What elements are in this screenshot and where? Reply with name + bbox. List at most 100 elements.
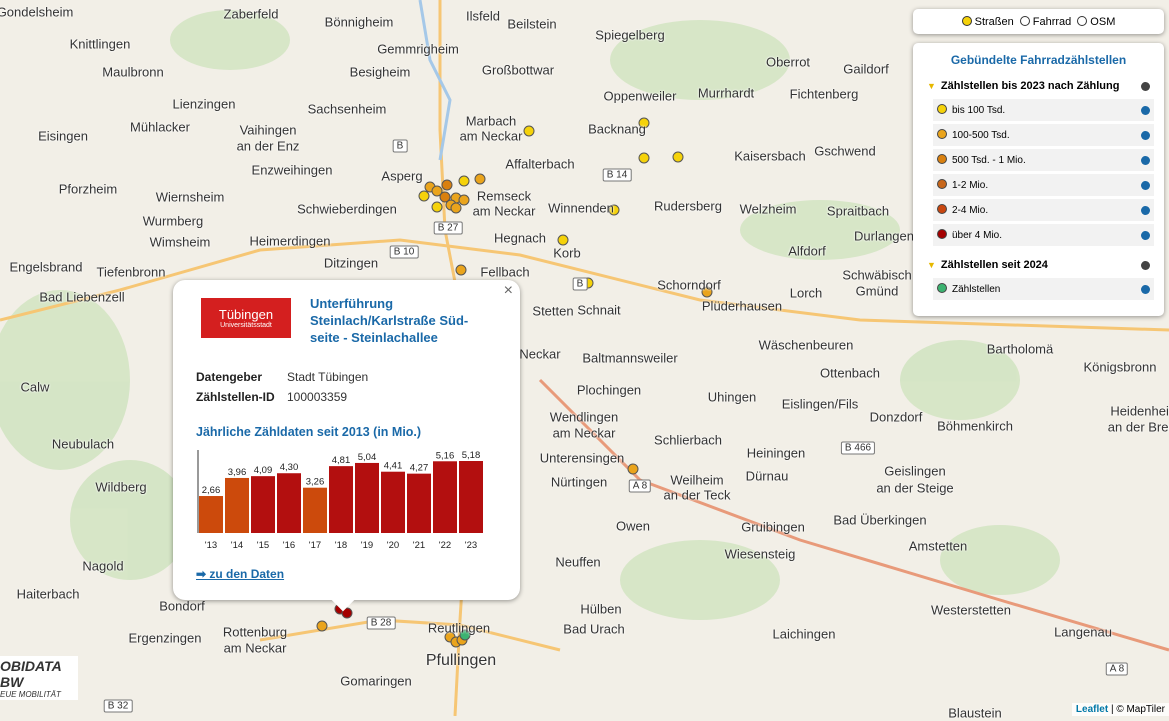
leaflet-link[interactable]: Leaflet (1075, 704, 1109, 715)
place-label: Eisingen (38, 128, 88, 144)
item: Zählstellen (937, 283, 1000, 295)
place-label: Neckar (519, 346, 561, 362)
place-label: Laichingen (772, 626, 836, 642)
place-label: Tiefenbronn (96, 264, 166, 280)
item-toggle[interactable] (1141, 230, 1150, 240)
place-label: Backnang (588, 121, 646, 137)
place-label: Wendlingen (549, 409, 619, 425)
forest (0, 10, 1060, 620)
place-label: Remseck (476, 188, 532, 204)
road-label: B 14 (602, 168, 632, 182)
group-label: ▼ Zählstellen seit 2024 (927, 259, 1048, 271)
legend-item: 100-500 Tsd. (933, 124, 1154, 146)
info-key: Datengeber (196, 370, 263, 384)
place-label: Westerstetten (931, 602, 1011, 618)
value-label: 4,27 (410, 463, 429, 474)
place-label: Neuffen (555, 554, 601, 570)
attribution: Leaflet | © MapTiler (1071, 703, 1169, 716)
city-logo: Tübingen Universitätsstadt (201, 298, 291, 338)
bar (303, 487, 327, 533)
x-tick-label: '16 (283, 540, 295, 551)
bar (407, 473, 431, 533)
layer-option[interactable]: Straßen (961, 15, 1014, 28)
place-label: Unterensingen (539, 450, 625, 466)
counter-marker (627, 463, 639, 475)
value-label: 4,09 (254, 465, 273, 476)
item: über 4 Mio. (937, 229, 1002, 241)
item: 100-500 Tsd. (937, 129, 1010, 141)
layer-control: Straßen Fahrrad OSM (913, 9, 1164, 34)
x-tick-label: '21 (413, 540, 425, 551)
place-label: Gaildorf (843, 61, 889, 77)
item-toggle[interactable] (1141, 130, 1150, 140)
group-toggle (1141, 81, 1150, 91)
counter-marker (418, 190, 430, 202)
place-label: Schorndorf (657, 277, 721, 293)
item-toggle[interactable] (1141, 180, 1150, 190)
road-label: B 28 (366, 616, 396, 630)
item-toggle[interactable] (1141, 284, 1150, 294)
counter-marker (431, 201, 443, 213)
value-label: 4,41 (384, 461, 403, 472)
legend-dot (937, 179, 947, 189)
item-label: über 4 Mio. (952, 230, 1003, 241)
place-label: Winnenden (548, 200, 614, 216)
place-label: Marbach (465, 113, 517, 129)
place-label: Schlierbach (654, 432, 722, 448)
layer-option[interactable]: Fahrrad (1019, 15, 1071, 28)
item-toggle[interactable] (1141, 155, 1150, 165)
group-label: ▼ Zählstellen bis 2023 nach Zählung (927, 80, 1119, 92)
data-link[interactable]: ➡ zu den Daten (196, 567, 285, 581)
place-label: Ottenbach (820, 365, 880, 381)
place-label: Gmünd (855, 283, 899, 299)
x-tick-label: '22 (439, 540, 451, 551)
legend-group: ▼ Zählstellen bis 2023 nach Zählung (927, 75, 1150, 97)
info-value: 100003359 (287, 390, 348, 404)
place-label: Alfdorf (788, 243, 826, 259)
place-label: Engelsbrand (9, 259, 83, 275)
item: 2-4 Mio. (937, 204, 988, 216)
logo-sub: EUE MOBILITÄT (0, 689, 61, 699)
bar (329, 466, 353, 533)
counter-marker (341, 607, 353, 619)
radio (1077, 15, 1088, 26)
toggle-icon: ▼ (927, 260, 936, 270)
counter-marker (638, 117, 650, 129)
value-label: 5,18 (462, 450, 481, 461)
chart-title: Jährliche Zähldaten seit 2013 (in Mio.) (196, 425, 422, 439)
group-name: Zählstellen bis 2023 nach Zählung (940, 80, 1120, 92)
road-label: A 8 (628, 479, 652, 493)
counter-marker (458, 175, 470, 187)
place-label: Haiterbach (16, 586, 80, 602)
place-label: Stetten (532, 303, 574, 319)
item-toggle[interactable] (1141, 105, 1150, 115)
legend-item: bis 100 Tsd. (933, 99, 1154, 121)
info-row: Datengeber Stadt Tübingen (196, 367, 368, 387)
legend-dot (937, 204, 947, 214)
place-label: Schwäbisch (842, 267, 912, 283)
close-button[interactable]: × (503, 282, 513, 299)
counter-marker (474, 173, 486, 185)
place-label: Bad Liebenzell (39, 289, 125, 305)
value-label: 4,30 (280, 462, 299, 473)
bar (433, 461, 457, 533)
place-label: Blaustein (948, 705, 1002, 721)
legend-item: über 4 Mio. (933, 224, 1154, 246)
title-line: Steinlach/Karlstraße Süd- (310, 313, 469, 328)
place-label: Bad Überkingen (833, 512, 927, 528)
counter-marker (458, 194, 470, 206)
place-label: Wurmberg (142, 213, 204, 229)
attribution-text: | © MapTiler (1110, 704, 1165, 715)
place-label: Eislingen/Fils (781, 396, 859, 412)
place-label: Kaisersbach (734, 148, 806, 164)
layer-option[interactable]: OSM (1077, 15, 1115, 28)
value-label: 5,04 (358, 452, 377, 463)
group-toggle (1141, 260, 1150, 270)
item: 1-2 Mio. (937, 179, 988, 191)
place-label: Wildberg (95, 479, 147, 495)
place-label: Oppenweiler (603, 88, 677, 104)
item-toggle[interactable] (1141, 205, 1150, 215)
road-label: B 10 (389, 245, 419, 259)
place-label: Lienzingen (172, 96, 236, 112)
